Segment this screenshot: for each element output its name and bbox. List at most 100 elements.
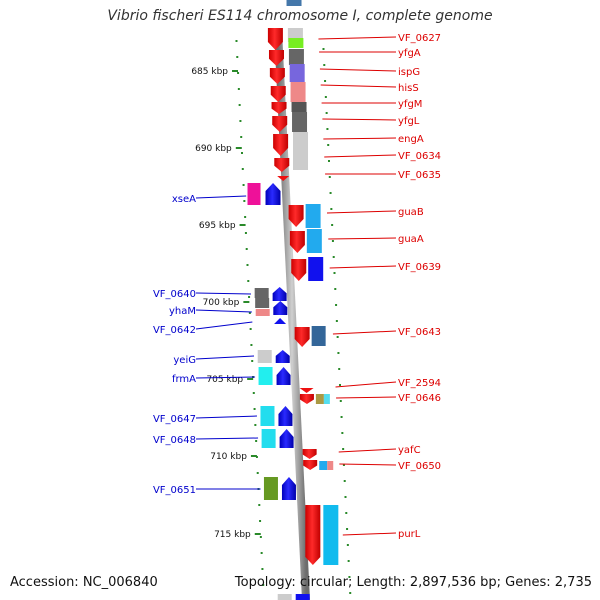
gene-label-VF_0639: VF_0639 <box>398 262 441 273</box>
scale-label: 690 kbp <box>195 144 232 154</box>
forward-gene-arrow <box>303 460 318 470</box>
forward-gene-arrow <box>289 231 305 253</box>
gene-label-purL: purL <box>398 529 421 540</box>
track-dot <box>343 480 346 482</box>
gene-label-yfgA: yfgA <box>398 48 421 59</box>
scale-label: 710 kbp <box>210 452 247 462</box>
reverse-gene-arrow <box>281 477 296 500</box>
gene-label-VF_0635: VF_0635 <box>398 170 441 181</box>
leader-line <box>335 381 397 388</box>
leader-line <box>320 84 397 88</box>
track-dot <box>237 72 240 74</box>
scale-label: 695 kbp <box>199 221 236 231</box>
track-dot <box>327 160 330 162</box>
gene-label-yafC: yafC <box>398 445 421 456</box>
track-dot <box>342 464 345 466</box>
reverse-gene-arrow <box>276 367 291 385</box>
leader-line <box>342 532 397 536</box>
track-dot <box>338 384 341 386</box>
leader-line <box>195 292 251 295</box>
track-dot <box>253 408 256 410</box>
track-dot <box>254 424 257 426</box>
gene-label-VF_0647: VF_0647 <box>153 414 196 425</box>
track-dot <box>242 184 245 186</box>
gene-block <box>257 350 272 363</box>
track-dot <box>322 48 325 50</box>
scale-label: 685 kbp <box>191 67 228 77</box>
track-dot <box>246 264 249 266</box>
track-dot <box>259 536 262 538</box>
track-dot <box>344 496 347 498</box>
gene-label-VF_0642: VF_0642 <box>153 325 196 336</box>
gene-block <box>306 229 322 253</box>
forward-gene-arrow <box>294 327 310 347</box>
gene-label-VF_0634: VF_0634 <box>398 151 441 162</box>
gene-label-yhaM: yhaM <box>169 306 196 317</box>
track-dot <box>331 224 334 226</box>
gene-label-VF_0646: VF_0646 <box>398 393 441 404</box>
gene-block <box>247 183 261 205</box>
leader-line <box>322 118 397 121</box>
track-dot <box>338 368 341 370</box>
gene-label-guaA: guaA <box>398 234 424 245</box>
track-dot <box>334 288 337 290</box>
track-dot <box>252 392 255 394</box>
leader-line <box>336 396 397 399</box>
track-dot <box>331 240 334 242</box>
track-dot <box>240 152 243 154</box>
track-dot <box>244 216 247 218</box>
track-dot <box>240 136 243 138</box>
gene-label-VF_0648: VF_0648 <box>153 435 196 446</box>
scale-label: 705 kbp <box>206 375 243 385</box>
gene-label-VF_2594: VF_2594 <box>398 378 441 389</box>
track-dot <box>332 256 335 258</box>
reverse-gene-arrow <box>275 350 290 363</box>
gene-label-yeiG: yeiG <box>173 355 196 366</box>
track-dot <box>243 200 246 202</box>
forward-gene-arrow <box>273 134 289 156</box>
track-dot <box>262 584 265 586</box>
track-dot <box>345 512 348 514</box>
gene-label-VF_0640: VF_0640 <box>153 289 196 300</box>
leader-line <box>195 437 259 440</box>
gene-block <box>255 309 270 316</box>
track-dot <box>346 544 349 546</box>
leader-line <box>329 265 397 269</box>
gene-label-VF_0651: VF_0651 <box>153 485 196 496</box>
gene-block <box>261 429 276 448</box>
gene-label-VF_0650: VF_0650 <box>398 461 441 472</box>
track-dot <box>261 568 264 570</box>
genome-title: Vibrio fischeri ES114 chromosome I, comp… <box>107 8 493 24</box>
gene-label-frmA: frmA <box>172 374 196 385</box>
track-dot <box>335 320 338 322</box>
gene-block <box>260 406 275 426</box>
track-dot <box>341 432 344 434</box>
forward-gene-arrow <box>277 176 290 181</box>
track-dot <box>340 416 343 418</box>
track-dot <box>324 80 327 82</box>
leader-line <box>323 137 397 140</box>
forward-gene-arrow <box>274 158 290 172</box>
gene-block <box>289 64 305 82</box>
leader-line <box>339 463 397 466</box>
track-dot <box>244 232 247 234</box>
forward-gene-arrow <box>271 102 287 114</box>
topology-label: Topology: circular; Length: 2,897,536 bp… <box>234 575 592 590</box>
forward-gene-arrow <box>299 394 314 404</box>
track-dot <box>346 528 349 530</box>
leader-line <box>195 195 247 199</box>
gene-block <box>323 394 330 404</box>
reverse-gene-arrow <box>265 183 281 205</box>
forward-gene-arrow <box>291 259 307 281</box>
track-dot <box>259 520 262 522</box>
track-dot <box>245 248 248 250</box>
gene-block <box>255 298 270 308</box>
gene-block <box>327 461 334 470</box>
track-dot <box>237 88 240 90</box>
reverse-gene-arrow <box>273 301 288 315</box>
leader-line <box>328 237 397 240</box>
gene-block <box>315 394 324 404</box>
gene-label-hisS: hisS <box>398 83 419 94</box>
forward-gene-arrow <box>302 449 317 459</box>
